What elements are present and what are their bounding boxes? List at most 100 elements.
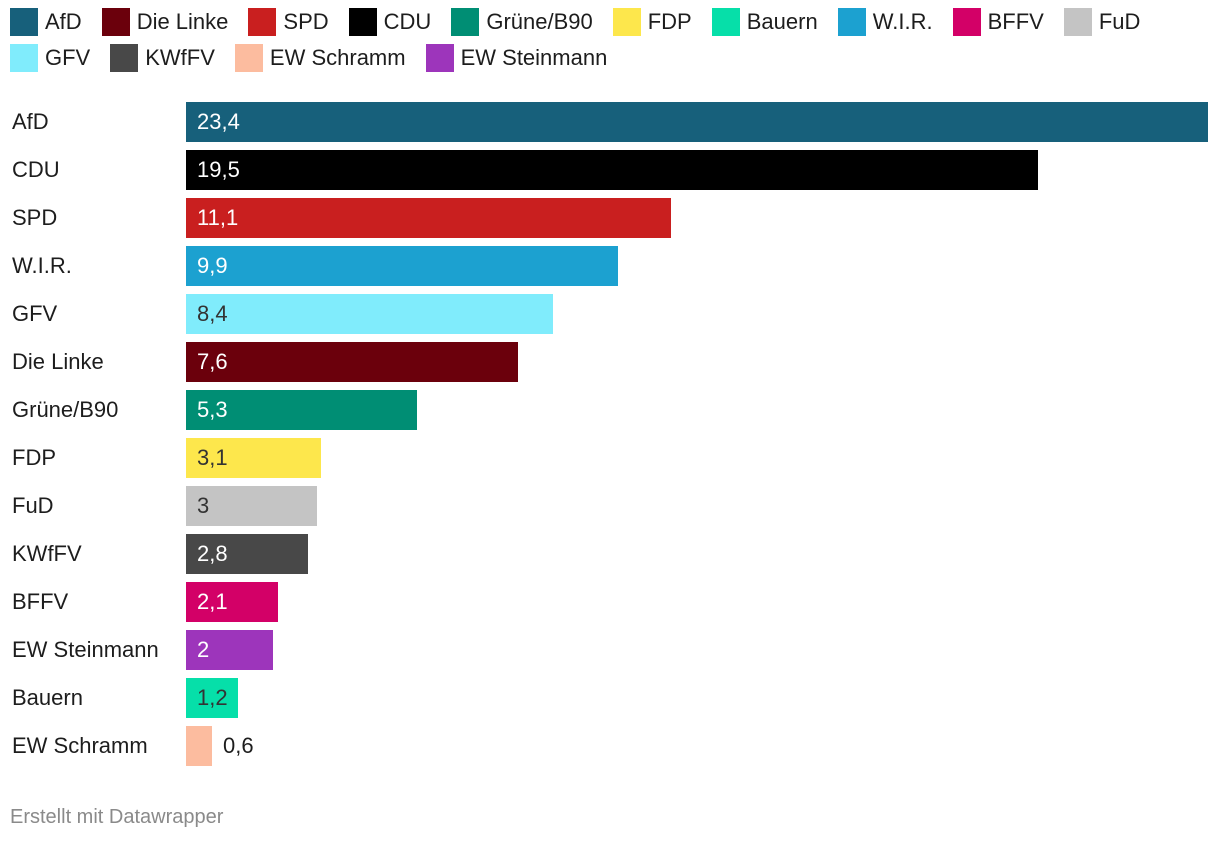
bar-row: W.I.R. 9,9 [0,246,1220,286]
value-label: 11,1 [197,205,239,230]
legend-swatch [952,8,981,36]
bar-row: Die Linke 7,6 [0,342,1220,382]
legend-label: AfD [45,9,82,34]
legend-swatch [837,8,866,36]
bar-row: EW Schramm 0,6 [0,726,1220,766]
legend-item: FDP [612,8,692,36]
credit-footer[interactable]: Erstellt mit Datawrapper [10,806,224,828]
value-label: 19,5 [197,157,240,182]
value-label: 9,9 [197,253,228,278]
bar [186,198,671,238]
legend-item: W.I.R. [837,8,933,36]
legend-item: KWfFV [110,44,215,72]
category-label: CDU [12,157,60,182]
legend-label: FDP [647,9,692,34]
category-label: BFFV [12,589,69,614]
bar [186,390,417,430]
category-label: EW Schramm [12,733,148,758]
legend-label: FuD [1098,9,1141,34]
legend-item: GFV [10,44,90,72]
legend-item: SPD [248,8,329,36]
category-label: AfD [12,109,49,134]
category-label: SPD [12,205,58,230]
legend-swatch [10,8,38,36]
legend-item: Die Linke [101,8,229,36]
legend-item: Grüne/B90 [451,8,593,36]
bar-row: AfD 23,4 [0,102,1220,142]
value-label: 23,4 [197,109,240,134]
category-label: W.I.R. [12,253,72,278]
category-label: GFV [12,301,58,326]
value-label: 3,1 [197,445,228,470]
bar-row: Bauern 1,2 [0,678,1220,718]
legend-swatch [348,8,377,36]
bar-row: BFFV 2,1 [0,582,1220,622]
chart-legend: AfD Die Linke SPD CDU Grüne/B90 FDP Bauern W.I.… [10,8,1210,72]
legend-label: KWfFV [145,45,215,70]
bar [186,150,1038,190]
bar-row: GFV 8,4 [0,294,1220,334]
legend-swatch [110,44,139,72]
legend-swatch [451,8,480,36]
legend-label: Bauern [746,9,818,34]
bar-row: EW Steinmann 2 [0,630,1220,670]
bar [186,438,321,478]
bar [186,246,618,286]
legend-label: EW Schramm [269,45,406,70]
legend-label: SPD [283,9,329,34]
legend-label: BFFV [987,9,1044,34]
legend-item: AfD [10,8,82,36]
legend-swatch [248,8,277,36]
legend-label: Die Linke [136,9,229,34]
value-label: 0,6 [223,733,254,758]
legend-swatch [10,44,38,72]
legend-label: EW Steinmann [460,45,608,70]
value-label: 1,2 [197,685,228,710]
bar [186,534,308,574]
bar [186,630,273,670]
legend-swatch [1063,8,1092,36]
bar-row: SPD 11,1 [0,198,1220,238]
category-label: KWfFV [12,541,82,566]
bar-row: FuD 3 [0,486,1220,526]
bar [186,582,278,622]
category-label: EW Steinmann [12,637,159,662]
legend-label: CDU [383,9,432,34]
value-label: 2,1 [197,589,228,614]
value-label: 2,8 [197,541,228,566]
legend-swatch [711,8,740,36]
legend-item: FuD [1063,8,1141,36]
bar [186,486,317,526]
category-label: Die Linke [12,349,104,374]
value-label: 3 [197,493,210,518]
bar-chart: AfD 23,4 CDU 19,5 SPD 11,1 W.I.R. 9,9 GFV 8,4 Die … [0,102,1220,774]
legend-item: Bauern [711,8,818,36]
bar [186,102,1208,142]
legend-swatch [612,8,641,36]
legend-item: CDU [348,8,432,36]
legend-swatch [234,44,263,72]
legend-label: GFV [45,45,91,70]
bar [186,726,212,766]
bar [186,678,238,718]
bar-row: Grüne/B90 5,3 [0,390,1220,430]
legend-item: EW Schramm [234,44,406,72]
legend-item: BFFV [952,8,1044,36]
value-label: 2 [197,637,210,662]
category-label: Grüne/B90 [12,397,119,422]
bar [186,294,553,334]
bar [186,342,518,382]
legend-swatch [101,8,130,36]
legend-label: W.I.R. [872,9,933,34]
bar-row: KWfFV 2,8 [0,534,1220,574]
category-label: FDP [12,445,56,470]
legend-label: Grüne/B90 [486,9,593,34]
value-label: 7,6 [197,349,228,374]
legend-item: EW Steinmann [425,44,608,72]
bar-row: CDU 19,5 [0,150,1220,190]
category-label: Bauern [12,685,83,710]
category-label: FuD [12,493,54,518]
legend-swatch [425,44,454,72]
value-label: 5,3 [197,397,228,422]
bar-row: FDP 3,1 [0,438,1220,478]
